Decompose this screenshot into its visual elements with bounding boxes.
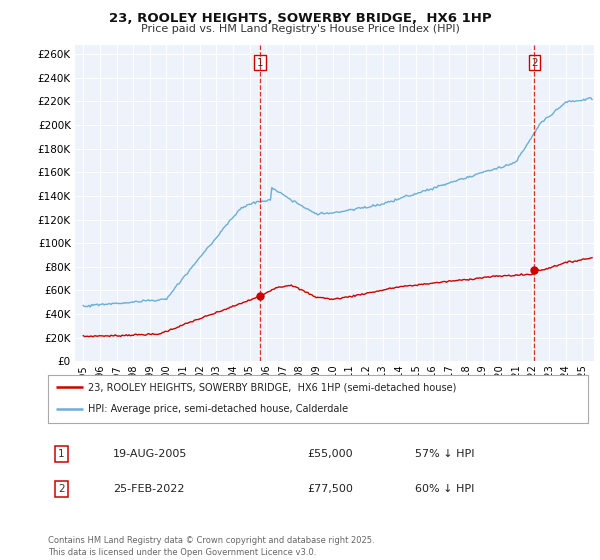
Text: £77,500: £77,500	[307, 484, 353, 494]
Text: 1: 1	[257, 58, 263, 68]
Text: 23, ROOLEY HEIGHTS, SOWERBY BRIDGE,  HX6 1HP (semi-detached house): 23, ROOLEY HEIGHTS, SOWERBY BRIDGE, HX6 …	[89, 382, 457, 392]
Text: Contains HM Land Registry data © Crown copyright and database right 2025.
This d: Contains HM Land Registry data © Crown c…	[48, 536, 374, 557]
Text: 19-AUG-2005: 19-AUG-2005	[113, 450, 187, 459]
Text: £55,000: £55,000	[307, 450, 353, 459]
Text: 2: 2	[58, 484, 65, 494]
Text: Price paid vs. HM Land Registry's House Price Index (HPI): Price paid vs. HM Land Registry's House …	[140, 24, 460, 34]
Text: HPI: Average price, semi-detached house, Calderdale: HPI: Average price, semi-detached house,…	[89, 404, 349, 414]
Text: 1: 1	[58, 450, 65, 459]
Text: 23, ROOLEY HEIGHTS, SOWERBY BRIDGE,  HX6 1HP: 23, ROOLEY HEIGHTS, SOWERBY BRIDGE, HX6 …	[109, 12, 491, 25]
Text: 2: 2	[531, 58, 538, 68]
Text: 25-FEB-2022: 25-FEB-2022	[113, 484, 184, 494]
Text: 60% ↓ HPI: 60% ↓ HPI	[415, 484, 475, 494]
Text: 57% ↓ HPI: 57% ↓ HPI	[415, 450, 475, 459]
